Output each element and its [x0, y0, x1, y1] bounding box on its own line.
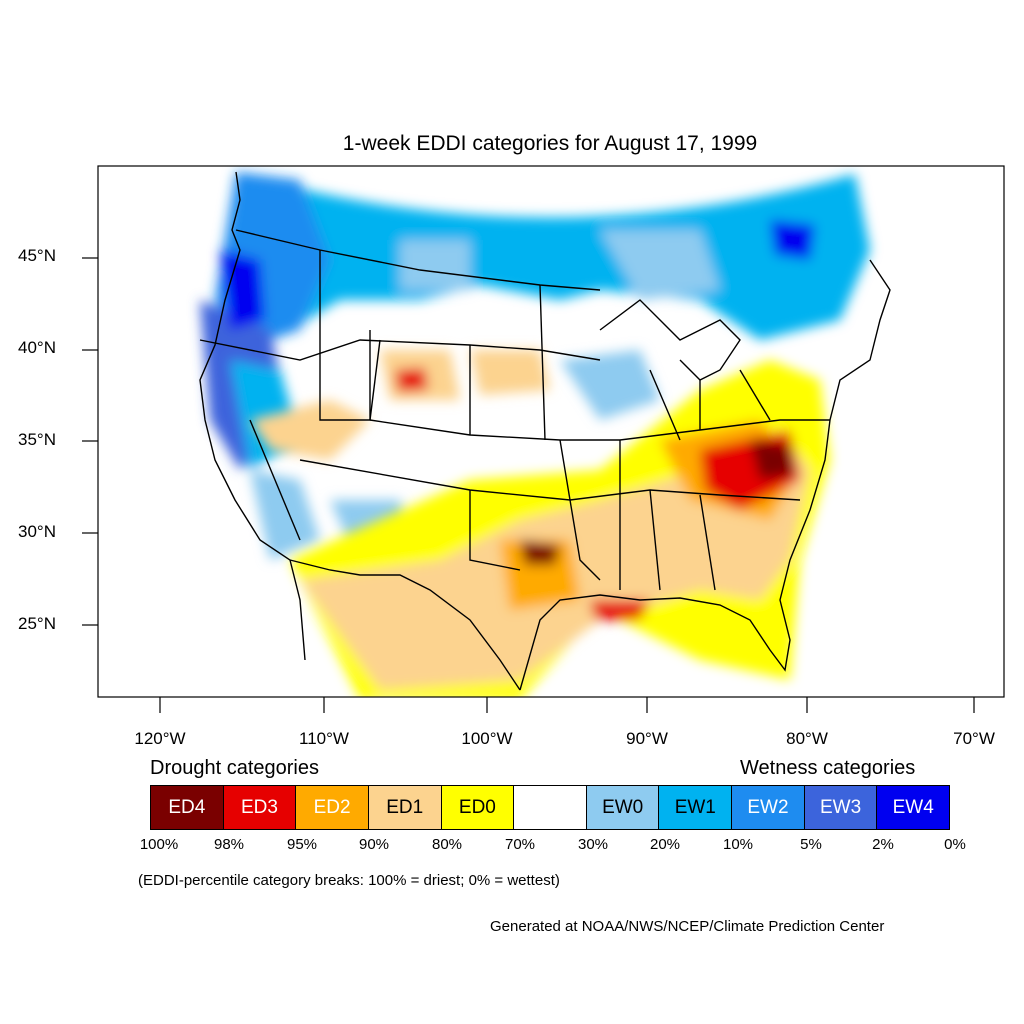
break-label: 95%	[286, 836, 318, 853]
legend-label-ed0: ED0	[458, 796, 496, 818]
category-legend: ED4 ED3 ED2 ED1 ED0 EW0 EW1 EW2 EW3 EW4	[150, 785, 950, 830]
coastlines	[199, 171, 891, 691]
lat-label-40: 40°N	[18, 338, 56, 357]
lon-label-90: 90°W	[626, 729, 668, 748]
legend-box-ew4: EW4	[876, 786, 950, 829]
credit-line: Generated at NOAA/NWS/NCEP/Climate Predi…	[490, 918, 885, 935]
category-note: (EDDI-percentile category breaks: 100% =…	[138, 872, 560, 889]
legend-box-ed3: ED3	[222, 786, 296, 829]
legend-label-ed4: ED4	[168, 796, 206, 818]
legend-label-ed2: ED2	[313, 796, 351, 818]
legend-label-ed1: ED1	[386, 796, 424, 818]
wetness-heading: Wetness categories	[740, 757, 916, 779]
break-label: 20%	[649, 836, 681, 853]
map-frame	[97, 165, 1005, 698]
break-label: 5%	[800, 836, 822, 853]
break-label: 100%	[139, 836, 179, 853]
legend-box-ed2: ED2	[295, 786, 368, 829]
lon-ticks	[159, 697, 975, 713]
break-label: 0%	[944, 836, 966, 853]
eddi-map	[82, 165, 1005, 713]
legend-box-neutral	[513, 786, 586, 829]
break-label: 70%	[504, 836, 536, 853]
dry-regions	[250, 350, 830, 697]
lon-label-110: 110°W	[299, 729, 349, 748]
lat-label-30: 30°N	[18, 522, 56, 541]
lon-label-70: 70°W	[953, 729, 995, 748]
lat-label-45: 45°N	[18, 246, 56, 265]
legend-label-ew3: EW3	[819, 796, 862, 818]
legend-label-ew0: EW0	[602, 796, 644, 818]
legend-box-ew0: EW0	[585, 786, 659, 829]
lat-ticks	[82, 257, 98, 626]
drought-heading: Drought categories	[150, 757, 319, 779]
lon-label-100: 100°W	[461, 729, 513, 748]
data-field	[190, 170, 940, 697]
legend-label-ed3: ED3	[240, 796, 278, 818]
break-label: 80%	[431, 836, 463, 853]
break-label: 2%	[872, 836, 894, 853]
lon-label-120: 120°W	[134, 729, 186, 748]
legend-box-ew3: EW3	[803, 786, 877, 829]
lat-label-35: 35°N	[18, 430, 56, 449]
map-title: 1-week EDDI categories for August 17, 19…	[342, 132, 758, 155]
legend-box-ed0: ED0	[440, 786, 514, 829]
legend-box-ew2: EW2	[731, 786, 804, 829]
percentile-breaks: 100% 98% 95% 90% 80% 70% 30% 20% 10% 5% …	[0, 836, 1024, 856]
break-label: 10%	[722, 836, 754, 853]
wet-regions	[200, 172, 870, 560]
legend-label-ew4: EW4	[892, 796, 934, 818]
legend-box-ed4: ED4	[151, 786, 223, 829]
legend-label-ew2: EW2	[747, 796, 789, 818]
break-label: 90%	[358, 836, 390, 853]
legend-label-ew1: EW1	[674, 796, 716, 818]
lat-label-25: 25°N	[18, 614, 56, 633]
legend-box-ed1: ED1	[367, 786, 441, 829]
break-label: 30%	[577, 836, 609, 853]
break-label: 98%	[213, 836, 245, 853]
legend-box-ew1: EW1	[658, 786, 732, 829]
lon-label-80: 80°W	[786, 729, 828, 748]
